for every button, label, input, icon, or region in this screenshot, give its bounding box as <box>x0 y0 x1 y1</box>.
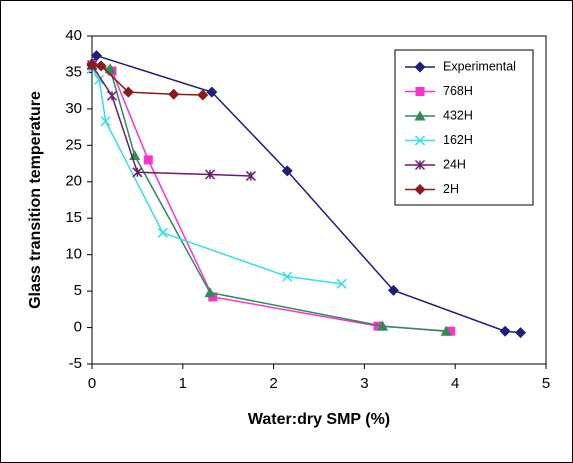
data-point <box>446 326 456 336</box>
legend-label: 768H <box>443 84 473 98</box>
data-point <box>206 86 218 98</box>
data-point <box>95 60 107 72</box>
legend-label: 432H <box>443 108 473 122</box>
y-tick-label: 35 <box>65 63 82 80</box>
data-point <box>204 287 216 298</box>
legend-marker <box>414 159 426 171</box>
legend-box <box>394 49 534 206</box>
legend-marker <box>414 61 426 73</box>
y-tick-label: 5 <box>74 282 82 299</box>
x-tick-label: 0 <box>88 375 96 392</box>
series-line <box>91 64 447 332</box>
legend-marker <box>414 184 426 195</box>
legend-label: 2H <box>443 182 459 196</box>
y-tick-label: 20 <box>65 173 82 190</box>
y-tick-label: 30 <box>65 100 82 117</box>
data-point <box>373 321 383 331</box>
x-tick-label: 1 <box>179 375 187 392</box>
data-point <box>157 227 168 238</box>
legend-marker <box>414 110 426 121</box>
y-tick-label: 15 <box>65 209 82 226</box>
x-tick-label: 4 <box>451 375 459 392</box>
data-point <box>122 86 134 98</box>
data-point <box>91 50 103 62</box>
y-tick-label: -5 <box>69 355 82 372</box>
x-tick-label: 5 <box>542 375 550 392</box>
data-point <box>86 59 98 71</box>
y-tick-label: 10 <box>65 246 82 263</box>
data-point <box>440 325 452 336</box>
data-point <box>515 327 527 339</box>
plot-frame <box>91 35 547 365</box>
y-axis-label: Glass transition temperature <box>27 91 44 309</box>
data-point <box>132 167 143 178</box>
data-point <box>377 320 389 331</box>
data-point <box>100 116 111 127</box>
data-point <box>245 170 256 181</box>
data-point <box>499 325 511 337</box>
x-tick-label: 3 <box>360 375 368 392</box>
data-point <box>168 88 180 100</box>
data-point <box>197 89 209 101</box>
data-point <box>94 74 105 85</box>
data-point <box>205 169 216 180</box>
data-point <box>106 90 118 101</box>
x-axis-label: Water:dry SMP (%) <box>248 411 390 428</box>
data-point <box>282 271 293 282</box>
legend-label: 162H <box>443 133 473 147</box>
legend-label: 24H <box>443 157 466 171</box>
data-point <box>336 278 347 289</box>
data-point <box>143 155 153 165</box>
data-point <box>387 284 399 296</box>
y-tick-label: 25 <box>65 136 82 153</box>
legend-marker <box>414 135 426 146</box>
y-tick-label: 0 <box>74 319 82 336</box>
legend-label: Experimental <box>443 59 516 73</box>
data-point <box>281 165 293 177</box>
x-tick-label: 2 <box>269 375 277 392</box>
y-tick-label: 40 <box>65 27 82 44</box>
legend-marker <box>415 87 425 96</box>
data-point <box>104 63 116 74</box>
